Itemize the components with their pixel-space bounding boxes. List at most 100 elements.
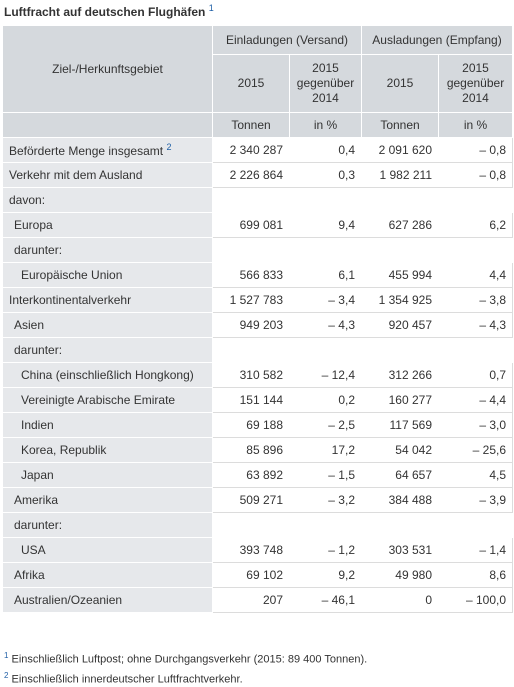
table-row: darunter: — [2, 237, 514, 263]
empty-cell — [289, 237, 362, 263]
table-row: Amerika 509 271– 3,2 384 488– 3,9 — [2, 487, 514, 513]
change-cell: – 1,5 — [289, 462, 362, 488]
row-label: Beförderte Menge insgesamt 2 — [2, 137, 213, 163]
change-cell: – 4,4 — [437, 387, 514, 413]
table-row: Interkontinentalverkehr 1 527 783– 3,4 1 3… — [2, 287, 514, 313]
tonnes-cell: 303 531 — [361, 537, 439, 563]
change-cell: – 3,4 — [289, 287, 362, 313]
footnote-2: 2 Einschließlich innerdeutscher Luftfrac… — [4, 670, 243, 686]
table-row: USA 393 748– 1,2 303 531– 1,4 — [2, 537, 514, 563]
table-row: Europäische Union 566 833 6,1 455 994 4,4 — [2, 262, 514, 288]
tonnes-cell: 312 266 — [361, 362, 439, 388]
table-row: China (einschließlich Hongkong) 310 582– … — [2, 362, 514, 388]
row-label: Interkontinentalverkehr — [2, 287, 213, 313]
table-row: Verkehr mit dem Ausland 2 226 864 0,3 1 982… — [2, 162, 514, 188]
row-label: Verkehr mit dem Ausland — [2, 162, 213, 188]
empty-cell — [212, 337, 290, 363]
change-cell: – 3,9 — [437, 487, 514, 513]
tonnes-cell: 2 340 287 — [212, 137, 290, 163]
row-footnote-ref[interactable]: 2 — [166, 142, 172, 152]
row-label: Vereinigte Arabische Emirate — [2, 387, 213, 413]
area-header: Ziel-/Herkunftsgebiet — [2, 25, 213, 113]
change-cell: 4,5 — [437, 462, 514, 488]
tonnes-cell: 455 994 — [361, 262, 439, 288]
table-row: darunter: — [2, 337, 514, 363]
empty-cell — [212, 512, 290, 538]
row-label: Korea, Republik — [2, 437, 213, 463]
change-cell: 0,2 — [289, 387, 362, 413]
change-cell: – 3,0 — [437, 412, 514, 438]
change-cell: – 3,8 — [437, 287, 514, 313]
row-label: davon: — [2, 187, 213, 213]
change-cell: 4,4 — [437, 262, 514, 288]
change-cell: 6,2 — [437, 212, 514, 238]
change-cell: 6,1 — [289, 262, 362, 288]
tonnes-cell: 63 892 — [212, 462, 290, 488]
table-caption: Luftfracht auf deutschen Flughäfen 1 — [4, 3, 214, 19]
change-cell: – 0,8 — [437, 137, 514, 163]
empty-cell — [437, 337, 514, 363]
change-cell: – 25,6 — [437, 437, 514, 463]
empty-cell — [212, 237, 290, 263]
air-freight-table: Ziel-/Herkunftsgebiet Einladungen (Versa… — [2, 25, 514, 613]
tonnes-cell: 509 271 — [212, 487, 290, 513]
empty-cell — [437, 237, 514, 263]
table-row: Japan 63 892– 1,5 64 657 4,5 — [2, 462, 514, 488]
tonnes-cell: 151 144 — [212, 387, 290, 413]
title-footnote-ref[interactable]: 1 — [208, 3, 214, 13]
change-cell: 0,7 — [437, 362, 514, 388]
tonnes-cell: 69 188 — [212, 412, 290, 438]
tonnes-cell: 920 457 — [361, 312, 439, 338]
tonnes-cell: 566 833 — [212, 262, 290, 288]
year-header-unloading: 2015 — [361, 54, 439, 113]
table-row: Asien 949 203– 4,3 920 457– 4,3 — [2, 312, 514, 338]
change-cell: – 0,8 — [437, 162, 514, 188]
group-header-loading: Einladungen (Versand) — [212, 25, 362, 55]
row-label: Japan — [2, 462, 213, 488]
tonnes-cell: 117 569 — [361, 412, 439, 438]
row-label: Australien/Ozeanien — [2, 587, 213, 613]
unit-header-tonnes-unloading: Tonnen — [361, 112, 439, 138]
change-cell: 0,4 — [289, 137, 362, 163]
tonnes-cell: 69 102 — [212, 562, 290, 588]
row-label: Europäische Union — [2, 262, 213, 288]
empty-cell — [361, 187, 439, 213]
tonnes-cell: 1 527 783 — [212, 287, 290, 313]
tonnes-cell: 1 982 211 — [361, 162, 439, 188]
row-label: darunter: — [2, 337, 213, 363]
tonnes-cell: 0 — [361, 587, 439, 613]
year-header-loading: 2015 — [212, 54, 290, 113]
table-title: Luftfracht auf deutschen Flughäfen — [4, 5, 206, 19]
tonnes-cell: 2 226 864 — [212, 162, 290, 188]
group-header-unloading: Ausladungen (Empfang) — [360, 25, 514, 55]
row-label: Asien — [2, 312, 213, 338]
tonnes-cell: 85 896 — [212, 437, 290, 463]
row-label: Europa — [2, 212, 213, 238]
row-label: USA — [2, 537, 213, 563]
tonnes-cell: 1 354 925 — [361, 287, 439, 313]
empty-cell — [361, 237, 439, 263]
table-row: davon: — [2, 187, 514, 213]
table-row: Vereinigte Arabische Emirate 151 144 0,2 16… — [2, 387, 514, 413]
table-row: Australien/Ozeanien 207– 46,1 0– 100,0 — [2, 587, 514, 613]
change-header-unloading: 2015 gegenüber 2014 — [437, 54, 514, 113]
table-row: darunter: — [2, 512, 514, 538]
tonnes-cell: 160 277 — [361, 387, 439, 413]
change-cell: – 2,5 — [289, 412, 362, 438]
tonnes-cell: 627 286 — [361, 212, 439, 238]
change-header-loading: 2015 gegenüber 2014 — [289, 54, 362, 113]
empty-cell — [289, 187, 362, 213]
tonnes-cell: 2 091 620 — [361, 137, 439, 163]
unit-header-empty — [2, 112, 213, 138]
footnotes: 1 Einschließlich Luftpost; ohne Durchgan… — [4, 648, 367, 687]
tonnes-cell: 384 488 — [361, 487, 439, 513]
change-cell: – 3,2 — [289, 487, 362, 513]
change-cell: 9,2 — [289, 562, 362, 588]
unit-header-pct-unloading: in % — [437, 112, 514, 138]
change-cell: 17,2 — [289, 437, 362, 463]
tonnes-cell: 207 — [212, 587, 290, 613]
change-cell: – 4,3 — [437, 312, 514, 338]
row-label: Afrika — [2, 562, 213, 588]
table-row: Europa 699 081 9,4 627 286 6,2 — [2, 212, 514, 238]
